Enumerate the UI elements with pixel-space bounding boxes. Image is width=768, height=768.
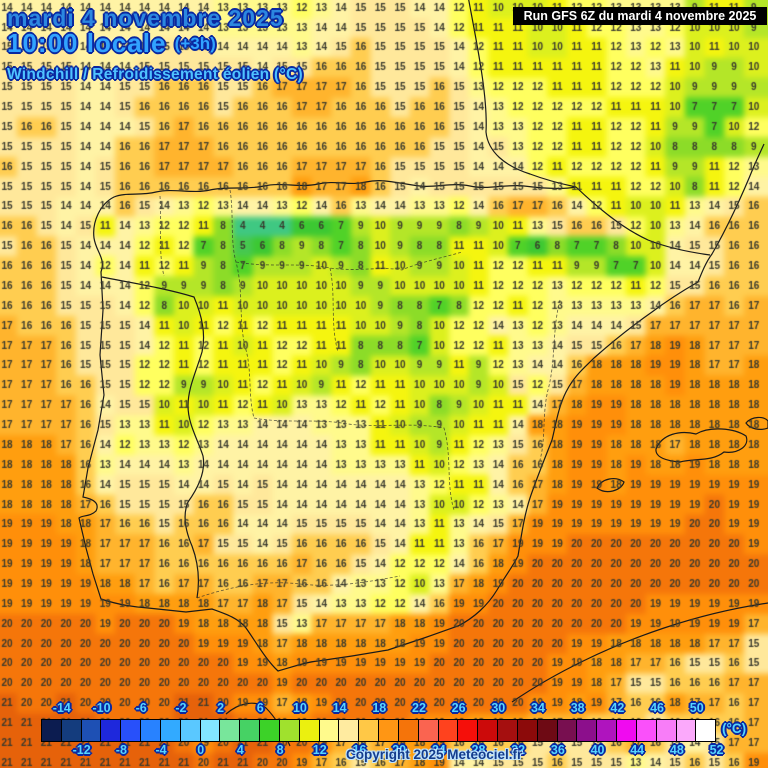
legend-tick-label: 24 [431, 743, 446, 757]
legend-tick-label: -8 [115, 743, 127, 757]
legend-tick-label: 2 [217, 701, 225, 715]
legend-tick-label: 44 [630, 743, 645, 757]
legend-tick-label: -6 [135, 701, 147, 715]
legend-color-block [358, 719, 380, 742]
legend-color-block [477, 719, 499, 742]
legend-color-block [378, 719, 399, 742]
legend-color-block [159, 719, 181, 742]
legend-tick-label: -4 [155, 743, 167, 757]
legend-color-block [596, 719, 618, 742]
legend-color-block [120, 719, 142, 742]
map-time-title: 10:00 locale (+3h) [7, 28, 216, 59]
legend-color-block [259, 719, 280, 742]
legend-color-block [576, 719, 598, 742]
legend-tick-label: 12 [312, 743, 327, 757]
legend-color-block [41, 719, 62, 742]
legend-tick-label: -12 [72, 743, 91, 757]
legend-tick-label: 6 [256, 701, 264, 715]
legend-color-block [219, 719, 241, 742]
legend-tick-label: 42 [610, 701, 625, 715]
legend-color-block [298, 719, 320, 742]
copyright-watermark: Copyright 2025 Meteociel.fr [346, 747, 523, 762]
legend-color-block [318, 719, 340, 742]
legend-tick-label: 48 [669, 743, 684, 757]
legend-tick-label: 18 [372, 701, 387, 715]
legend-color-block [80, 719, 102, 742]
legend-color-block [100, 719, 122, 742]
local-time-label: 10:00 locale [7, 28, 167, 58]
legend-color-block [239, 719, 261, 742]
legend-unit-label: (°C) [722, 721, 747, 736]
legend-tick-label: 52 [709, 743, 724, 757]
legend-color-block [675, 719, 697, 742]
legend-tick-label: 0 [197, 743, 205, 757]
legend-tick-label: 32 [511, 743, 526, 757]
legend-color-block [536, 719, 558, 742]
legend-color-block [60, 719, 82, 742]
legend-tick-label: -14 [52, 701, 71, 715]
legend-color-block [417, 719, 439, 742]
legend-color-block [497, 719, 518, 742]
legend-color-block [179, 719, 201, 742]
legend-color-block [695, 719, 717, 742]
legend-tick-label: 14 [332, 701, 347, 715]
legend-color-block [338, 719, 360, 742]
legend-tick-label: 38 [570, 701, 585, 715]
legend-color-block [140, 719, 161, 742]
legend-color-block [556, 719, 578, 742]
legend-colorbar [41, 719, 717, 742]
variable-title: Windchill / Refroidissement éolien (°C) [7, 66, 303, 83]
legend-color-block [516, 719, 538, 742]
legend-color-block [655, 719, 677, 742]
legend-color-block [457, 719, 479, 742]
legend-tick-label: 30 [491, 701, 506, 715]
legend-tick-label: 16 [352, 743, 367, 757]
legend-tick-label: 40 [590, 743, 605, 757]
legend-tick-label: 8 [276, 743, 284, 757]
legend-tick-label: 36 [550, 743, 565, 757]
legend-color-block [437, 719, 459, 742]
legend-tick-label: 10 [292, 701, 307, 715]
legend-tick-label: 22 [412, 701, 426, 715]
legend-color-block [199, 719, 221, 742]
legend-color-block [278, 719, 300, 742]
legend-tick-label: 20 [392, 743, 407, 757]
legend-tick-label: 46 [650, 701, 664, 715]
legend-color-block [616, 719, 637, 742]
legend-tick-label: 50 [689, 701, 704, 715]
legend-tick-label: 26 [451, 701, 466, 715]
legend-tick-label: 4 [236, 743, 244, 757]
legend-color-block [635, 719, 657, 742]
model-run-banner: Run GFS 6Z du mardi 4 novembre 2025 [513, 7, 767, 25]
legend-tick-label: -10 [92, 701, 111, 715]
forecast-offset-label: (+3h) [174, 34, 216, 53]
legend-tick-label: 28 [471, 743, 486, 757]
legend-color-block [397, 719, 419, 742]
legend-tick-label: 34 [531, 701, 545, 715]
legend-tick-label: -2 [175, 701, 187, 715]
